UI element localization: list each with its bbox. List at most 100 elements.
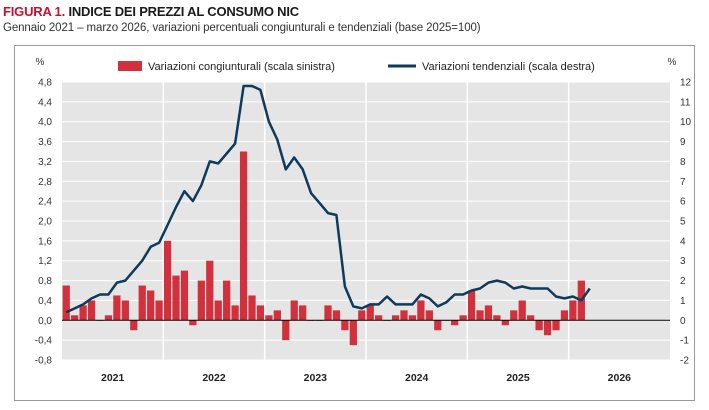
right-tick-label: 6	[680, 197, 686, 208]
right-tick-label: -1	[680, 336, 689, 347]
left-tick-label: 1,2	[38, 256, 52, 267]
right-tick-label: 5	[680, 217, 686, 228]
bar-44	[434, 320, 442, 331]
bar-15	[189, 320, 197, 326]
bar-48	[467, 290, 476, 321]
right-tick-label: 8	[680, 157, 686, 168]
bar-20	[231, 305, 239, 321]
figure-title: INDICE DEI PREZZI AL CONSUMO NIC	[68, 4, 299, 19]
bar-25	[273, 310, 281, 321]
bar-49	[476, 310, 484, 321]
right-tick-label: 12	[680, 78, 692, 89]
left-tick-label: 3,6	[38, 137, 52, 148]
chart-container: -0,8 -0,4 0,0 0,4 0,8 1,2 1,6 2,0 2,4 2,8 3,2 3,6 4,…	[0, 43, 709, 405]
left-tick-label: -0,4	[35, 336, 53, 347]
bar-32	[332, 310, 341, 321]
right-tick-label: 4	[680, 236, 686, 247]
right-axis-unit: %	[668, 57, 677, 68]
bar-36	[366, 305, 374, 321]
bar-47	[459, 315, 467, 321]
bar-34	[349, 320, 357, 346]
year-label: 2026	[608, 372, 632, 384]
bar-5	[104, 315, 113, 321]
line-layer	[65, 84, 591, 314]
bar-10	[147, 290, 155, 321]
bar-2	[79, 305, 87, 321]
bar-layer	[62, 151, 585, 346]
right-tick-label: 0	[680, 316, 686, 327]
left-tick-label: -0,8	[35, 356, 53, 367]
year-label: 2025	[506, 372, 530, 384]
bar-3	[87, 300, 96, 321]
bar-60	[569, 300, 577, 321]
legend-bar-label: Variazioni congiunturali (scala sinistra…	[148, 61, 335, 73]
bar-50	[484, 305, 493, 321]
figure-number: FIGURA 1.	[3, 4, 66, 19]
right-tick-label: -2	[680, 356, 689, 367]
left-tick-label: 2,4	[38, 197, 52, 208]
bar-35	[358, 310, 366, 321]
bar-31	[324, 305, 332, 321]
left-tick-label: 3,2	[38, 157, 52, 168]
bar-12	[163, 240, 172, 321]
figure-subtitle: Gennaio 2021 – marzo 2026, variazioni pe…	[3, 22, 481, 34]
left-tick-label: 4,4	[38, 97, 52, 108]
right-tick-label: 1	[680, 296, 686, 307]
left-tick-label: 2,0	[38, 217, 52, 228]
bar-57	[543, 320, 552, 336]
chart-svg: -0,8 -0,4 0,0 0,4 0,8 1,2 1,6 2,0 2,4 2,8 3,2 3,6 4,…	[14, 45, 695, 401]
bar-42	[417, 300, 425, 321]
bar-8	[130, 320, 138, 331]
bar-17	[206, 260, 214, 321]
bar-16	[197, 280, 205, 321]
right-tick-label: 11	[680, 97, 691, 108]
left-tick-label: 4,8	[38, 78, 52, 89]
bar-40	[400, 310, 408, 321]
bar-28	[299, 305, 307, 321]
bar-24	[265, 315, 273, 321]
bar-51	[493, 315, 501, 321]
left-tick-label: 0,0	[38, 316, 52, 327]
left-tick-label: 4,0	[38, 117, 52, 128]
legend: Variazioni congiunturali (scala sinistra…	[118, 61, 595, 73]
left-tick-label: 2,8	[38, 177, 52, 188]
left-axis-ticks: -0,8 -0,4 0,0 0,4 0,8 1,2 1,6 2,0 2,4 2,8 3,2 3,6 4,…	[35, 78, 53, 367]
bar-27	[290, 300, 298, 321]
bar-9	[138, 285, 146, 321]
right-tick-label: 3	[680, 256, 686, 267]
left-tick-label: 1,6	[38, 236, 52, 247]
bar-21	[239, 151, 248, 321]
bar-19	[223, 280, 231, 321]
bar-26	[282, 320, 290, 341]
bar-0	[62, 285, 70, 321]
figure-title-line: FIGURA 1. INDICE DEI PREZZI AL CONSUMO N…	[3, 4, 299, 19]
bar-18	[214, 300, 222, 321]
bar-37	[375, 315, 383, 321]
bar-41	[408, 315, 417, 321]
bar-39	[391, 315, 400, 321]
bar-46	[451, 320, 459, 326]
legend-bar-swatch	[118, 61, 142, 71]
bar-6	[113, 295, 121, 321]
year-label: 2024	[405, 372, 429, 384]
year-label: 2022	[202, 372, 226, 384]
bar-22	[248, 295, 256, 321]
legend-line-label: Variazioni tendenziali (scala destra)	[422, 61, 595, 73]
right-tick-label: 10	[680, 117, 692, 128]
bar-56	[535, 320, 543, 331]
year-label: 2023	[304, 372, 328, 384]
bar-33	[341, 320, 349, 331]
bar-53	[510, 310, 518, 321]
bar-54	[518, 300, 526, 321]
right-tick-label: 7	[680, 177, 686, 188]
bar-58	[552, 320, 560, 331]
right-tick-label: 9	[680, 137, 686, 148]
bar-13	[172, 275, 180, 321]
left-tick-label: 0,8	[38, 276, 52, 287]
bar-7	[121, 300, 129, 321]
left-axis-unit: %	[36, 57, 45, 68]
bar-55	[527, 315, 535, 321]
bar-1	[71, 315, 79, 321]
bar-59	[560, 310, 569, 321]
right-tick-label: 2	[680, 276, 686, 287]
